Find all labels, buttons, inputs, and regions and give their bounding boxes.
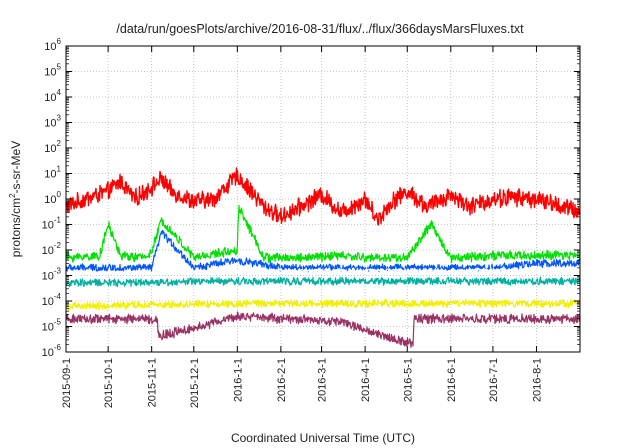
y-tick-label-base: 10: [44, 92, 56, 104]
y-tick-label: 10-4: [42, 292, 62, 308]
x-tick-label: 2016-1-1: [232, 358, 244, 402]
y-tick-label-base: 10: [44, 143, 56, 155]
y-tick-label-base: 10: [42, 347, 54, 359]
series-line-1: [65, 167, 581, 226]
x-axis-label: Coordinated Universal Time (UTC): [231, 431, 415, 445]
y-tick-label-exp: 5: [57, 63, 62, 72]
y-tick-label-exp: 3: [57, 114, 62, 123]
chart-title: /data/run/goesPlots/archive/2016-08-31/f…: [116, 22, 524, 36]
y-tick-label: 10-3: [42, 267, 62, 283]
y-tick-label-base: 10: [42, 245, 54, 257]
y-tick-label-exp: -5: [54, 318, 62, 327]
y-axis-label: protons/cm2-s-sr-MeV: [8, 141, 23, 257]
x-tick-label: 2015-12-1: [189, 358, 201, 408]
series-line-3: [65, 229, 581, 273]
x-tick-label: 2015-09-1: [61, 358, 73, 408]
x-tick-label: 2016-5-1: [402, 358, 414, 402]
y-tick-label: 105: [44, 63, 61, 79]
x-tick-label: 2016-3-1: [317, 358, 329, 402]
y-tick-label: 103: [44, 114, 61, 130]
y-tick-label-exp: 1: [57, 165, 62, 174]
y-tick-label: 10-2: [42, 241, 62, 257]
x-tick-label: 2016-8-1: [531, 358, 543, 402]
y-tick-label: 10-1: [42, 216, 62, 232]
x-tick-label: 2016-7-1: [488, 358, 500, 402]
y-axis: 10-610-510-410-310-210-11001011021031041…: [42, 37, 580, 359]
y-tick-label: 104: [44, 88, 61, 104]
y-tick-label-exp: -2: [54, 241, 62, 250]
y-tick-label: 102: [44, 139, 61, 155]
y-tick-label-exp: 2: [57, 139, 62, 148]
series-group: [65, 167, 581, 348]
series-line-6: [65, 298, 581, 312]
y-tick-label-exp: -6: [54, 343, 62, 352]
y-tick-label-base: 10: [44, 169, 56, 181]
x-tick-label: 2015-10-1: [103, 358, 115, 408]
y-tick-label-exp: -3: [54, 267, 62, 276]
x-tick-label: 2016-4-1: [360, 358, 372, 402]
y-tick-label-exp: 0: [57, 190, 62, 199]
y-tick-label: 10-5: [42, 318, 62, 334]
series-line-7: [65, 311, 581, 348]
y-tick-label: 106: [44, 37, 61, 53]
y-tick-label-base: 10: [44, 67, 56, 79]
y-tick-label-base: 10: [44, 41, 56, 53]
y-tick-label-base: 10: [44, 118, 56, 130]
x-tick-label: 2016-2-1: [276, 358, 288, 402]
y-tick-label-exp: -1: [54, 216, 62, 225]
series-line-2: [65, 204, 581, 264]
y-tick-label-exp: -4: [54, 292, 62, 301]
y-tick-label-base: 10: [44, 194, 56, 206]
x-axis: 2015-09-1 2015-10-1 2015-11-1 2015-12-1 2016…: [61, 46, 543, 408]
y-axis-label-rest: -s-sr-MeV: [9, 141, 23, 194]
y-tick-label: 10-6: [42, 343, 62, 359]
x-tick-label: 2015-11-1: [147, 358, 159, 407]
y-tick-label: 101: [44, 165, 61, 181]
series-line-5: [65, 276, 581, 288]
y-tick-label-exp: 6: [57, 37, 62, 46]
y-tick-label-exp: 4: [57, 88, 62, 97]
y-axis-label-sup: 2: [8, 193, 17, 198]
x-tick-label: 2016-6-1: [446, 358, 458, 402]
y-tick-label-base: 10: [42, 220, 54, 232]
y-axis-label-base: protons/cm: [9, 198, 23, 257]
y-tick-label-base: 10: [42, 271, 54, 283]
y-tick-label: 100: [44, 190, 61, 206]
series-line-4: [65, 267, 581, 276]
y-tick-label-base: 10: [42, 296, 54, 308]
y-tick-label-base: 10: [42, 322, 54, 334]
